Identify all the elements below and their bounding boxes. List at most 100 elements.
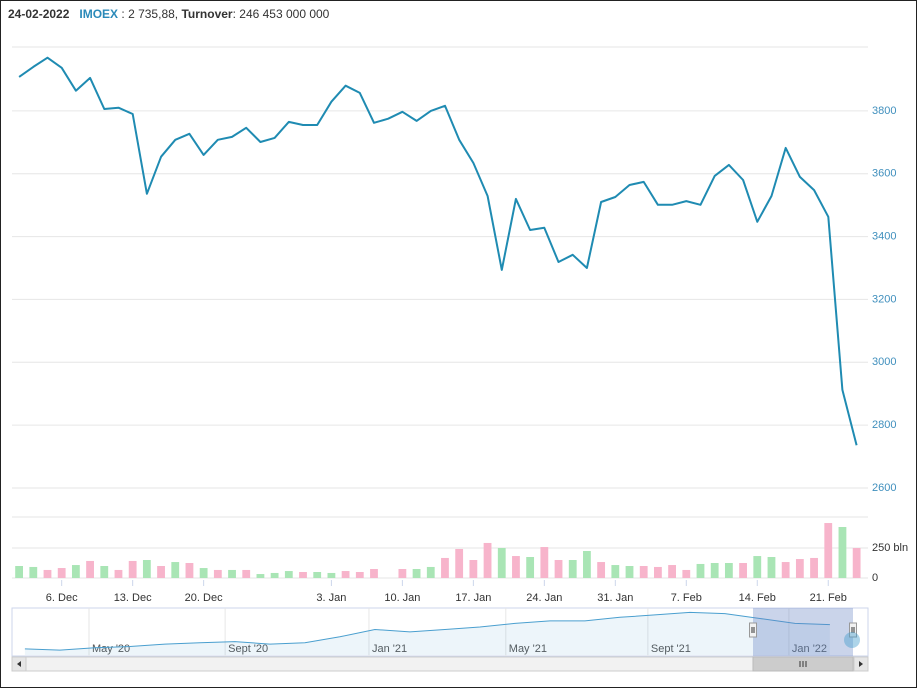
volume-bar (526, 557, 535, 578)
volume-bar (497, 548, 506, 578)
volume-bar (157, 566, 165, 578)
volume-bar (639, 566, 648, 578)
x-tick-label: May '21 (509, 643, 547, 655)
scrollbar-track[interactable] (11, 656, 869, 672)
volume-bar (824, 523, 833, 578)
volume-bar (86, 560, 94, 578)
volume-bar (781, 562, 790, 578)
y-tick-label: 250 bln (872, 542, 908, 554)
navigator-selection[interactable] (753, 608, 853, 656)
volume-bar (100, 566, 109, 578)
volume-bar (29, 566, 38, 578)
volume-bar (128, 560, 137, 578)
volume-bar (185, 563, 194, 578)
volume-bar (512, 556, 520, 578)
y-tick-label: 2600 (872, 482, 896, 494)
separator: , (175, 7, 182, 21)
volume-bar (852, 548, 861, 578)
volume-bar (213, 569, 222, 578)
volume-bar (696, 563, 705, 578)
volume-bar (767, 557, 776, 578)
volume-bar (682, 569, 691, 578)
x-tick-label: 24. Jan (526, 592, 562, 604)
navigator-frame (11, 607, 869, 657)
y-tick-label: 3200 (872, 293, 896, 305)
volume-bar (568, 560, 577, 578)
x-tick-label: 10. Jan (384, 592, 420, 604)
volume-bar (810, 557, 818, 578)
volume-bar (270, 572, 279, 578)
navigator-marker (844, 632, 860, 648)
y-tick-label: 0 (872, 572, 878, 584)
separator: : (118, 7, 128, 21)
navigator-handle[interactable] (749, 622, 757, 638)
volume-bar (398, 569, 407, 578)
y-tick-label: 3800 (872, 105, 896, 117)
volume-bar (57, 568, 66, 578)
volume-bar (171, 562, 180, 578)
volume-bar (441, 557, 449, 578)
x-tick-label: 6. Dec (46, 592, 78, 604)
volume-bar (355, 572, 364, 578)
volume-bar (256, 574, 265, 578)
x-tick-label: 17. Jan (455, 592, 491, 604)
volume-bar (341, 571, 350, 578)
arrow-right (859, 661, 863, 667)
index-name: IMOEX (79, 7, 118, 21)
volume-bar (838, 527, 847, 578)
x-tick-label: 20. Dec (185, 592, 223, 604)
y-tick-label: 3600 (872, 168, 896, 180)
volume-bar (795, 559, 804, 578)
volume-bar (753, 556, 762, 578)
x-tick-label: 3. Jan (316, 592, 346, 604)
volume-bar (724, 563, 733, 578)
x-tick-label: 31. Jan (597, 592, 633, 604)
volume-bar (654, 566, 662, 578)
volume-bar (540, 547, 549, 578)
handle-grip (751, 627, 755, 633)
volume-bar (284, 571, 293, 578)
volume-bar (426, 566, 435, 578)
arrow-left (17, 661, 21, 667)
turnover-value: 246 453 000 000 (239, 7, 329, 21)
volume-bar (668, 565, 677, 578)
volume-bar (71, 565, 80, 578)
date: 24-02-2022 (8, 7, 70, 21)
volume-bar (554, 560, 563, 578)
volume-bar (455, 548, 464, 578)
volume-bar (199, 568, 208, 578)
thumb-grip (799, 661, 807, 667)
separator: : (233, 7, 240, 21)
volume-bar (611, 565, 620, 578)
volume-bar (313, 572, 322, 578)
x-tick-label: 13. Dec (114, 592, 152, 604)
x-tick-label: 21. Feb (810, 592, 847, 604)
y-tick-label: 3400 (872, 230, 896, 242)
volume-bar (469, 560, 478, 578)
volume-bar (15, 566, 24, 578)
price-line (18, 56, 858, 446)
y-tick-label: 3000 (872, 356, 896, 368)
volume-bar (242, 569, 251, 578)
x-tick-label: 14. Feb (739, 592, 776, 604)
plot: 2600 2800 3000 3200 3400 3600 3800 0 250 bln 6. D… (12, 46, 908, 656)
volume-bar (142, 560, 151, 578)
x-tick-label: Sept '20 (228, 643, 268, 655)
volume-bar (114, 569, 123, 578)
x-tick-label: Jan '21 (372, 643, 407, 655)
y-tick-label: 2800 (872, 419, 896, 431)
volume-bar (370, 569, 378, 578)
volume-bar (43, 569, 52, 578)
volume-bar (299, 572, 307, 578)
x-tick-label: May '20 (92, 643, 130, 655)
header-text: 24-02-2022 IMOEX : 2 735,88, Turnover: 24… (8, 7, 330, 21)
volume-bar (228, 569, 236, 578)
volume-bar (597, 562, 606, 578)
x-tick-label: Jan '22 (792, 643, 827, 655)
volume-bar (739, 563, 747, 578)
x-tick-label: Sept '21 (651, 643, 691, 655)
header: 24-02-2022 IMOEX : 2 735,88, Turnover: 24… (8, 7, 330, 21)
navigator-handle[interactable] (849, 622, 857, 638)
